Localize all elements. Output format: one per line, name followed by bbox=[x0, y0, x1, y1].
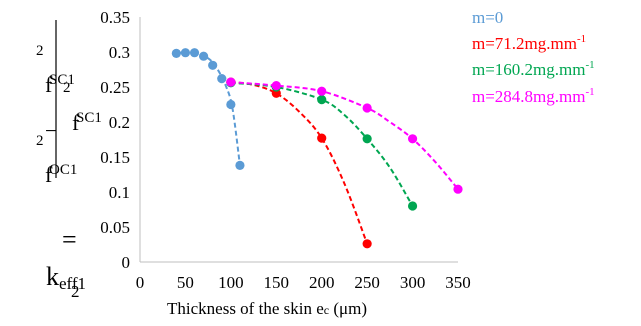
legend-entry: m=284.8mg.mm-1 bbox=[472, 86, 595, 106]
series-3 bbox=[226, 77, 463, 194]
y-label-k-sup: 2 bbox=[71, 282, 80, 301]
data-point bbox=[189, 48, 200, 58]
y-tick-label: 0.25 bbox=[100, 78, 130, 97]
y-label-k: k bbox=[46, 262, 59, 291]
legend-entry: m=160.2mg.mm-1 bbox=[472, 59, 595, 79]
data-point bbox=[180, 48, 191, 58]
data-point bbox=[226, 99, 236, 110]
y-tick-label: 0.15 bbox=[100, 148, 130, 167]
plot-area bbox=[171, 48, 463, 249]
y-axis-label: k eff1 2 = f OC1 2 − f SC1 2 f SC1 2 bbox=[36, 20, 102, 301]
data-point bbox=[407, 134, 418, 144]
x-tick-label: 200 bbox=[309, 273, 335, 292]
y-tick-label: 0.3 bbox=[109, 43, 130, 62]
y-label-minus: − bbox=[45, 118, 57, 143]
y-label-num-b-sub: SC1 bbox=[49, 72, 75, 88]
data-point bbox=[271, 88, 281, 98]
data-point bbox=[271, 81, 281, 91]
data-point bbox=[317, 86, 327, 96]
legend-label: m=0 bbox=[472, 8, 503, 27]
y-tick-label: 0 bbox=[122, 253, 131, 272]
x-tick-label: 250 bbox=[354, 273, 380, 292]
y-tick-label: 0.2 bbox=[109, 113, 130, 132]
data-point bbox=[171, 48, 181, 59]
data-point bbox=[235, 160, 245, 170]
data-point bbox=[217, 74, 227, 84]
series-trendline bbox=[230, 81, 414, 207]
x-tick-labels: 0 50 100 150 200 250 300 350 bbox=[136, 273, 471, 292]
legend-label-sup: -1 bbox=[577, 33, 586, 45]
y-tick-label: 0.35 bbox=[100, 8, 130, 27]
legend-label: m=284.8mg.mm bbox=[472, 87, 585, 106]
data-point bbox=[362, 134, 372, 144]
data-point bbox=[453, 184, 463, 194]
y-label-num-a-sub: OC1 bbox=[49, 162, 77, 178]
legend: m=0m=71.2mg.mm-1m=160.2mg.mm-1m=284.8mg.… bbox=[472, 8, 595, 106]
y-label-den-sup: 2 bbox=[63, 80, 71, 96]
series-0 bbox=[171, 48, 245, 170]
x-tick-label: 100 bbox=[218, 273, 244, 292]
data-point bbox=[362, 239, 372, 249]
legend-label-sup: -1 bbox=[585, 86, 594, 98]
data-point bbox=[199, 51, 209, 61]
legend-label: m=71.2mg.mm bbox=[472, 34, 577, 53]
x-tick-label: 0 bbox=[136, 273, 145, 292]
legend-label: m=160.2mg.mm bbox=[472, 60, 585, 79]
x-tick-label: 300 bbox=[400, 273, 426, 292]
x-tick-label: 150 bbox=[264, 273, 290, 292]
y-label-den-sub: SC1 bbox=[76, 110, 102, 126]
series-trendline bbox=[230, 81, 369, 245]
y-tick-label: 0.05 bbox=[100, 218, 130, 237]
y-label-eq: = bbox=[62, 225, 77, 254]
data-point bbox=[208, 60, 218, 70]
data-point bbox=[362, 103, 372, 113]
y-label-num-b: f bbox=[45, 72, 53, 97]
data-point bbox=[317, 133, 327, 143]
y-label-num-a: f bbox=[45, 162, 53, 187]
y-label-k-sub: eff1 bbox=[59, 274, 86, 293]
y-tick-label: 0.1 bbox=[109, 183, 130, 202]
x-axis-label: Thickness of the skin ec (μm) bbox=[167, 299, 367, 318]
y-label-num-a-sup: 2 bbox=[36, 133, 44, 149]
x-tick-label: 350 bbox=[445, 273, 471, 292]
y-tick-labels: 0 0.05 0.1 0.15 0.2 0.25 0.3 0.35 bbox=[100, 8, 130, 272]
series-1 bbox=[226, 77, 372, 249]
data-point bbox=[317, 95, 327, 105]
y-label-den: f bbox=[72, 110, 80, 135]
x-tick-label: 50 bbox=[177, 273, 194, 292]
x-label-main: Thickness of the skin e bbox=[167, 299, 324, 318]
y-label-num-b-sup: 2 bbox=[36, 43, 44, 59]
data-point bbox=[407, 201, 418, 211]
legend-entry: m=71.2mg.mm-1 bbox=[472, 33, 586, 53]
x-label-unit: (μm) bbox=[329, 299, 367, 318]
legend-entry: m=0 bbox=[472, 8, 503, 27]
series-2 bbox=[226, 78, 418, 211]
x-label-sub: c bbox=[324, 303, 329, 317]
series-trendline bbox=[230, 81, 459, 190]
legend-label-sup: -1 bbox=[585, 59, 594, 71]
data-point bbox=[226, 77, 236, 87]
